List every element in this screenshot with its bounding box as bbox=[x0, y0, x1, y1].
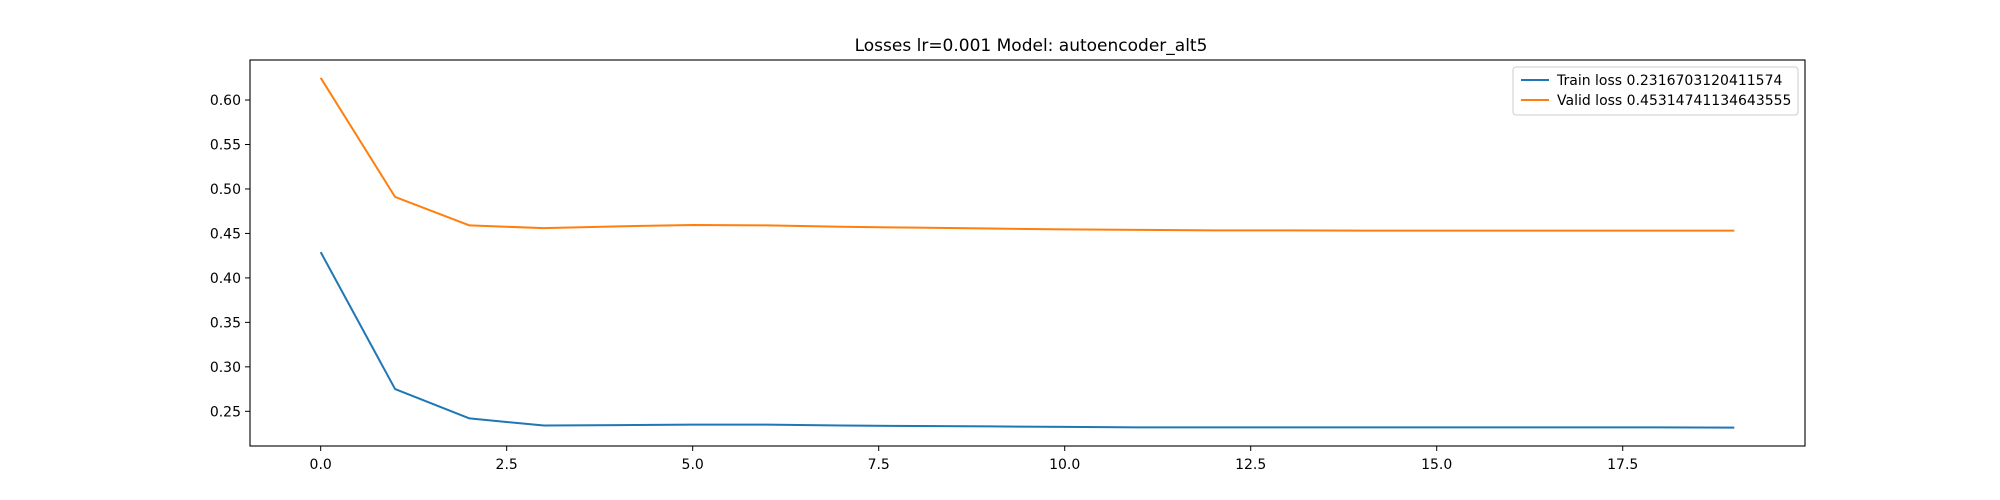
series-line-train bbox=[319, 251, 1735, 429]
x-tick-label: 7.5 bbox=[868, 457, 890, 473]
y-tick-label: 0.60 bbox=[210, 93, 241, 109]
y-tick-label: 0.50 bbox=[210, 182, 241, 198]
x-tick-label: 5.0 bbox=[682, 457, 704, 473]
x-axis-ticks: 0.0 2.5 5.0 7.5 10.0 12.5 15.0 17.5 bbox=[310, 446, 1638, 473]
y-tick-label: 0.30 bbox=[210, 360, 241, 376]
legend-label: Valid loss 0.45314741134643555 bbox=[1557, 93, 1791, 109]
y-tick-label: 0.35 bbox=[210, 315, 241, 331]
chart-title: Losses lr=0.001 Model: autoencoder_alt5 bbox=[855, 36, 1208, 56]
legend: Train loss 0.2316703120411574 Valid loss … bbox=[1512, 66, 1799, 116]
x-tick-label: 2.5 bbox=[496, 457, 518, 473]
x-tick-label: 0.0 bbox=[310, 457, 332, 473]
x-tick-label: 10.0 bbox=[1049, 457, 1080, 473]
y-tick-label: 0.40 bbox=[210, 271, 241, 287]
y-axis-ticks: 0.25 0.30 0.35 0.40 0.45 0.50 0.55 0.60 bbox=[210, 93, 250, 420]
series-line-valid bbox=[319, 77, 1735, 232]
y-tick-label: 0.25 bbox=[210, 404, 241, 420]
x-tick-label: 12.5 bbox=[1235, 457, 1266, 473]
legend-label: Train loss 0.2316703120411574 bbox=[1556, 73, 1783, 89]
plot-frame bbox=[249, 59, 1806, 447]
series-lines bbox=[319, 77, 1735, 429]
x-tick-label: 17.5 bbox=[1607, 457, 1638, 473]
y-tick-label: 0.45 bbox=[210, 226, 241, 242]
x-tick-label: 15.0 bbox=[1421, 457, 1452, 473]
legend-box bbox=[1512, 66, 1799, 116]
y-tick-label: 0.55 bbox=[210, 137, 241, 153]
